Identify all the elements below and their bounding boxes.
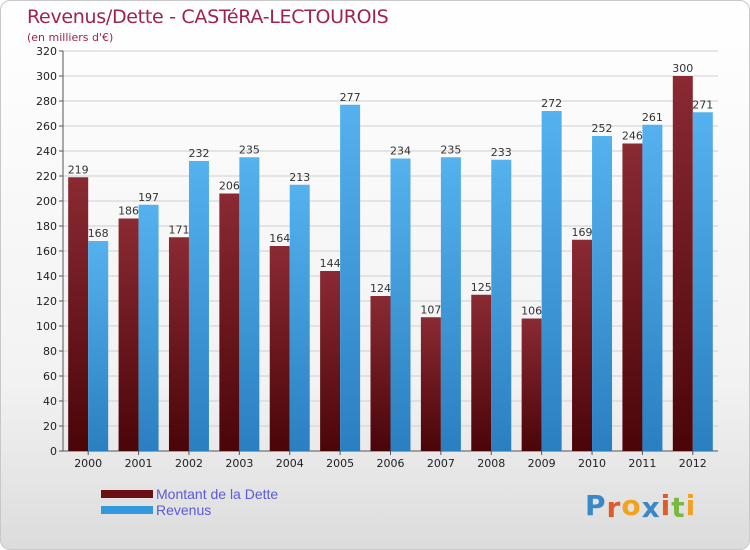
x-tick-label: 2006 xyxy=(377,457,405,470)
bar-revenus xyxy=(642,124,663,451)
data-label-revenus: 261 xyxy=(642,111,663,124)
chart-title: Revenus/Dette - CASTéRA-LECTOUROIS xyxy=(27,6,389,28)
data-label-debt: 246 xyxy=(622,130,643,143)
x-tick-label: 2004 xyxy=(276,457,304,470)
proxiti-logo: Proxiti xyxy=(585,489,697,524)
y-tick-label: 180 xyxy=(36,220,57,233)
data-label-debt: 106 xyxy=(521,305,542,318)
y-tick-label: 120 xyxy=(36,295,57,308)
x-tick-label: 2008 xyxy=(477,457,505,470)
bar-debt xyxy=(68,177,89,451)
y-tick-label: 200 xyxy=(36,195,57,208)
y-tick-label: 320 xyxy=(36,45,57,58)
bar-revenus xyxy=(491,159,512,451)
y-tick-label: 20 xyxy=(43,420,57,433)
data-label-revenus: 235 xyxy=(239,143,260,156)
y-tick-label: 300 xyxy=(36,70,57,83)
y-tick-label: 160 xyxy=(36,245,57,258)
bar-debt xyxy=(370,296,391,451)
y-tick-label: 100 xyxy=(36,320,57,333)
bar-revenus xyxy=(592,136,613,451)
bar-debt xyxy=(420,317,441,451)
y-tick-label: 220 xyxy=(36,170,57,183)
y-tick-label: 240 xyxy=(36,145,57,158)
data-label-revenus: 277 xyxy=(340,91,361,104)
data-label-debt: 206 xyxy=(219,180,240,193)
y-tick-label: 260 xyxy=(36,120,57,133)
x-tick-label: 2011 xyxy=(628,457,656,470)
data-label-debt: 171 xyxy=(168,223,189,236)
x-tick-label: 2000 xyxy=(74,457,102,470)
legend-swatch-revenus xyxy=(101,506,153,514)
chart-subtitle: (en milliers d'€) xyxy=(27,31,114,44)
data-label-debt: 107 xyxy=(420,303,441,316)
y-tick-label: 40 xyxy=(43,395,57,408)
bar-debt xyxy=(622,143,643,451)
data-label-revenus: 197 xyxy=(138,191,159,204)
data-label-revenus: 252 xyxy=(592,122,613,135)
axes: 0 20 40 60 80 100 120 140 160 180 200 220 240 260 280 3… xyxy=(36,45,718,470)
y-tick-label: 0 xyxy=(50,445,57,458)
data-label-revenus: 233 xyxy=(491,146,512,159)
x-tick-label: 2002 xyxy=(175,457,203,470)
bar-revenus xyxy=(390,158,411,451)
data-label-revenus: 272 xyxy=(541,97,562,110)
bar-debt xyxy=(168,237,189,451)
x-tick-label: 2007 xyxy=(427,457,455,470)
data-label-debt: 300 xyxy=(672,62,693,75)
bar-revenus xyxy=(188,161,209,451)
bar-revenus xyxy=(138,204,159,451)
data-label-debt: 124 xyxy=(370,282,391,295)
data-label-revenus: 235 xyxy=(440,143,461,156)
legend-label-revenus: Revenus xyxy=(156,502,212,518)
data-label-debt: 125 xyxy=(471,281,492,294)
data-label-revenus: 234 xyxy=(390,145,411,158)
data-label-debt: 186 xyxy=(118,205,139,218)
bar-revenus xyxy=(289,184,310,451)
y-tick-label: 60 xyxy=(43,370,57,383)
y-tick-label: 280 xyxy=(36,95,57,108)
x-tick-label: 2010 xyxy=(578,457,606,470)
data-label-debt: 169 xyxy=(572,226,593,239)
legend-label-debt: Montant de la Dette xyxy=(156,486,279,502)
data-label-debt: 219 xyxy=(68,163,89,176)
bar-debt xyxy=(219,193,240,451)
bar-debt xyxy=(320,271,341,451)
bar-revenus xyxy=(692,112,713,451)
legend-swatch-debt xyxy=(101,490,153,498)
data-label-revenus: 271 xyxy=(692,98,713,111)
x-tick-label: 2009 xyxy=(528,457,556,470)
bar-debt xyxy=(672,76,693,451)
bar-debt xyxy=(572,239,593,451)
y-tick-label: 80 xyxy=(43,345,57,358)
data-label-debt: 144 xyxy=(320,257,341,270)
bar-revenus xyxy=(340,104,361,451)
bar-revenus xyxy=(440,157,461,451)
bar-revenus xyxy=(88,241,109,451)
bar-debt xyxy=(521,318,542,451)
data-label-revenus: 213 xyxy=(289,171,310,184)
bar-debt xyxy=(118,218,139,451)
data-label-revenus: 168 xyxy=(88,227,109,240)
bar-debt xyxy=(269,246,290,451)
x-tick-label: 2001 xyxy=(125,457,153,470)
bar-debt xyxy=(471,294,492,451)
x-tick-label: 2005 xyxy=(326,457,354,470)
x-tick-label: 2003 xyxy=(225,457,253,470)
bars xyxy=(68,76,713,451)
bar-revenus xyxy=(239,157,260,451)
data-label-revenus: 232 xyxy=(188,147,209,160)
y-tick-label: 140 xyxy=(36,270,57,283)
x-tick-label: 2012 xyxy=(679,457,707,470)
bar-revenus xyxy=(541,111,562,451)
data-label-debt: 164 xyxy=(269,232,290,245)
